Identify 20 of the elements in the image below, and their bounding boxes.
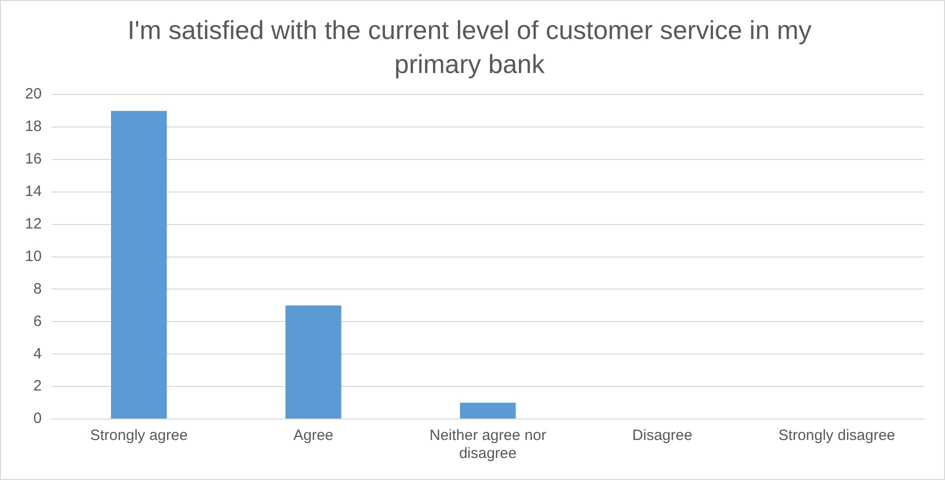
y-tick-label: 6 <box>33 312 42 330</box>
x-tick-label: Agree <box>293 427 334 444</box>
x-tick-label: Strongly agree <box>90 427 188 444</box>
y-tick-label: 14 <box>24 183 42 200</box>
x-tick-label: Neither agree nor disagree <box>429 427 546 462</box>
y-tick-label: 8 <box>33 280 42 298</box>
x-tick-label: Disagree <box>632 427 692 444</box>
bar <box>285 305 342 418</box>
bar <box>111 110 167 418</box>
x-tick-label: Strongly disagree <box>778 427 896 444</box>
y-tick-label: 4 <box>33 345 42 362</box>
y-tick-label: 0 <box>33 410 42 428</box>
y-tick-label: 20 <box>24 86 42 103</box>
y-tick-label: 10 <box>24 248 42 265</box>
bar <box>460 402 516 418</box>
chart-title: I'm satisfied with the current level of customer service in my primary bank <box>127 15 812 79</box>
y-tick-label: 2 <box>33 378 42 395</box>
y-tick-label: 18 <box>24 118 42 136</box>
y-tick-label: 12 <box>24 216 42 232</box>
y-tick-label: 16 <box>24 150 42 168</box>
